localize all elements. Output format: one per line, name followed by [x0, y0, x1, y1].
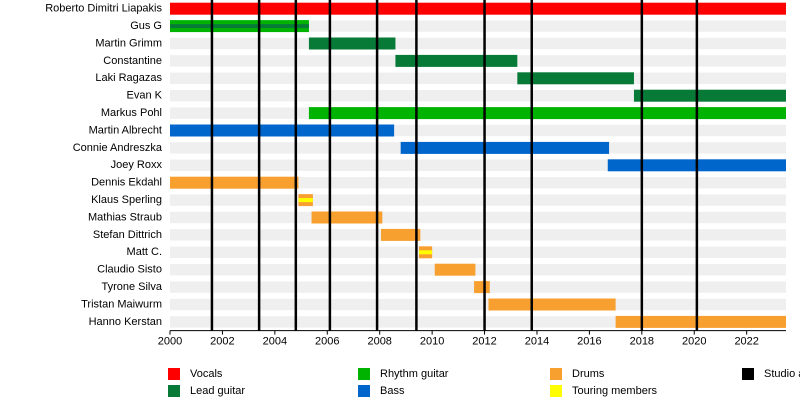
- x-tick-label: 2000: [158, 336, 182, 348]
- row-stripe: [170, 229, 786, 241]
- legend-label: Rhythm guitar: [380, 368, 449, 380]
- x-tick-label: 2014: [525, 336, 549, 348]
- member-bar: [170, 176, 299, 189]
- x-tick-label: 2002: [210, 336, 234, 348]
- row-stripe: [170, 177, 786, 189]
- member-label: Constantine: [103, 55, 162, 67]
- member-bar: [298, 198, 313, 203]
- x-tick-label: 2012: [472, 336, 496, 348]
- member-bar: [474, 281, 490, 294]
- legend-swatch: [358, 368, 370, 380]
- row-stripe: [170, 159, 786, 171]
- member-bar: [400, 141, 610, 154]
- row-stripe: [170, 264, 786, 276]
- row-stripe: [170, 72, 786, 84]
- member-bar: [488, 298, 616, 311]
- x-tick-label: 2006: [315, 336, 339, 348]
- member-label: Claudio Sisto: [97, 264, 162, 276]
- row-stripe: [170, 90, 786, 102]
- row-stripe: [170, 20, 786, 32]
- member-bar: [615, 315, 786, 328]
- member-bar: [381, 228, 421, 241]
- member-bar: [308, 37, 396, 50]
- member-label: Matt C.: [127, 246, 162, 258]
- x-tick-label: 2018: [630, 336, 654, 348]
- member-bar: [308, 107, 786, 120]
- member-bar: [434, 263, 476, 276]
- legend-swatch: [550, 368, 562, 380]
- row-stripe: [170, 246, 786, 258]
- legend-label: Studio album: [764, 368, 800, 380]
- member-label: Markus Pohl: [101, 107, 162, 119]
- row-stripe: [170, 316, 786, 328]
- row-stripe: [170, 194, 786, 206]
- member-label: Klaus Sperling: [91, 194, 162, 206]
- member-bar: [170, 24, 309, 29]
- legend-swatch: [550, 385, 562, 397]
- legend-label: Bass: [380, 385, 405, 397]
- legend-label: Touring members: [572, 385, 657, 397]
- member-label: Mathias Straub: [88, 211, 162, 223]
- member-label: Tyrone Silva: [101, 281, 162, 293]
- legend-label: Drums: [572, 368, 605, 380]
- member-bar: [311, 211, 383, 224]
- row-stripe: [170, 124, 786, 137]
- member-label: Martin Albrecht: [89, 124, 162, 136]
- member-bar: [170, 124, 395, 137]
- legend-swatch: [168, 385, 180, 397]
- x-tick-label: 2020: [682, 336, 706, 348]
- legend-label: Vocals: [190, 368, 223, 380]
- member-bar: [419, 250, 433, 255]
- legend-swatch: [358, 385, 370, 397]
- legend-label: Lead guitar: [190, 385, 245, 397]
- legend-swatch: [168, 368, 180, 380]
- member-label: Connie Andreszka: [73, 142, 163, 154]
- x-tick-label: 2004: [263, 336, 287, 348]
- member-label: Roberto Dimitri Liapakis: [45, 3, 162, 15]
- legend-swatch: [742, 368, 754, 380]
- x-tick-label: 2010: [420, 336, 444, 348]
- x-tick-label: 2016: [577, 336, 601, 348]
- member-bar: [170, 2, 786, 15]
- member-label: Hanno Kerstan: [89, 316, 162, 328]
- member-bar: [395, 54, 518, 67]
- member-label: Gus G: [130, 20, 162, 32]
- row-stripe: [170, 37, 786, 50]
- member-label: Evan K: [127, 90, 163, 102]
- member-bar: [517, 72, 634, 85]
- member-label: Dennis Ekdahl: [91, 177, 162, 189]
- member-label: Martin Grimm: [95, 37, 162, 49]
- row-stripe: [170, 298, 786, 311]
- member-label: Tristan Maiwurm: [81, 298, 162, 310]
- row-stripe: [170, 211, 786, 224]
- member-label: Joey Roxx: [111, 159, 163, 171]
- member-label: Laki Ragazas: [95, 72, 162, 84]
- member-label: Stefan Dittrich: [93, 229, 162, 241]
- member-bar: [633, 89, 786, 102]
- x-tick-label: 2008: [367, 336, 391, 348]
- x-tick-label: 2022: [734, 336, 758, 348]
